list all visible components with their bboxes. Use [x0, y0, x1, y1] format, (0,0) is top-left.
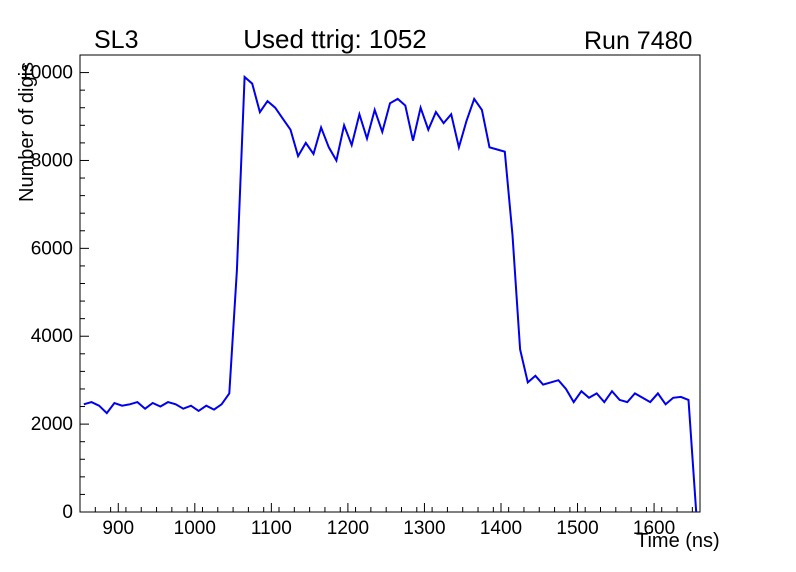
x-tick-label: 1600	[633, 518, 675, 539]
histogram-line	[83, 74, 698, 513]
run-number-label: Run 7480	[584, 27, 693, 55]
plot-frame	[79, 54, 701, 513]
y-tick-label: 4000	[31, 326, 73, 347]
axis-ticks	[80, 72, 693, 513]
y-tick-label: 6000	[31, 238, 73, 259]
histogram-title: Used ttrig: 1052	[243, 24, 427, 54]
x-axis-title: Time (ns)	[636, 530, 720, 552]
x-tick-label: 1400	[480, 518, 522, 539]
x-tick-label: 900	[102, 518, 134, 539]
x-tick-label: 1200	[327, 518, 369, 539]
y-tick-label: 8000	[31, 150, 73, 171]
x-tick-label: 1300	[403, 518, 445, 539]
superlayer-label: SL3	[94, 26, 139, 54]
y-tick-label: 2000	[31, 414, 73, 435]
y-tick-label: 0	[62, 502, 73, 523]
x-tick-label: 1000	[174, 518, 216, 539]
x-tick-label: 1500	[556, 518, 598, 539]
y-tick-label: 10000	[20, 63, 73, 84]
axis-tick-labels: 900 1000 1100 1200 1300 1400 1500 1600 0 2000 4000…	[20, 63, 675, 539]
x-tick-label: 1100	[251, 518, 292, 539]
